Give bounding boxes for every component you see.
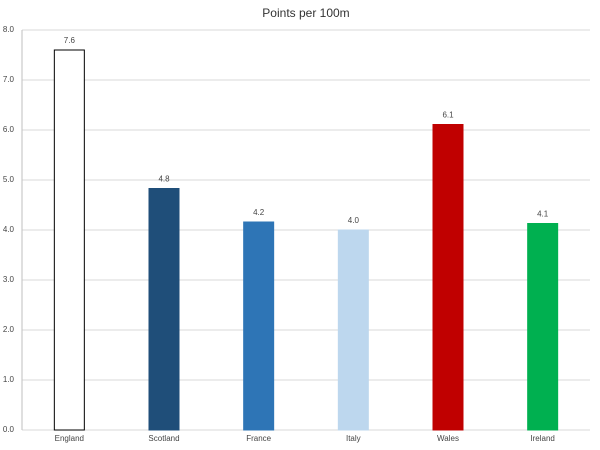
y-tick-label: 3.0 xyxy=(3,275,15,284)
data-label: 6.1 xyxy=(442,111,454,120)
x-tick-label: England xyxy=(55,434,84,443)
data-label: 4.1 xyxy=(537,210,549,219)
bar xyxy=(337,229,369,431)
x-tick-label: France xyxy=(246,434,271,443)
data-label: 4.2 xyxy=(253,208,265,217)
bar xyxy=(53,49,85,431)
y-tick-label: 0.0 xyxy=(3,425,15,434)
y-tick-label: 1.0 xyxy=(3,375,15,384)
data-label: 4.0 xyxy=(348,216,360,225)
y-tick-label: 6.0 xyxy=(3,125,15,134)
data-label: 7.6 xyxy=(64,36,76,45)
chart-title: Points per 100m xyxy=(262,6,349,20)
y-tick-label: 2.0 xyxy=(3,325,15,334)
bar xyxy=(527,223,559,431)
bar xyxy=(243,221,275,431)
bar xyxy=(432,124,464,431)
x-tick-label: Scotland xyxy=(148,434,179,443)
y-tick-label: 5.0 xyxy=(3,175,15,184)
x-tick-label: Ireland xyxy=(530,434,554,443)
x-tick-label: Wales xyxy=(437,434,459,443)
data-label: 4.8 xyxy=(158,175,170,184)
bar xyxy=(148,188,180,431)
y-tick-label: 8.0 xyxy=(3,25,15,34)
x-tick-label: Italy xyxy=(346,434,361,443)
y-tick-label: 7.0 xyxy=(3,75,15,84)
y-tick-label: 4.0 xyxy=(3,225,15,234)
